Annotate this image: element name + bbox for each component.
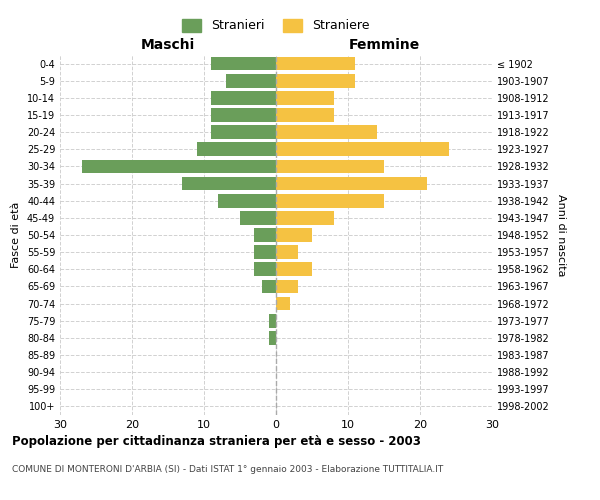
Bar xyxy=(197,142,276,156)
Y-axis label: Fasce di età: Fasce di età xyxy=(11,202,21,268)
Text: COMUNE DI MONTERONI D'ARBIA (SI) - Dati ISTAT 1° gennaio 2003 - Elaborazione TUT: COMUNE DI MONTERONI D'ARBIA (SI) - Dati … xyxy=(12,465,443,474)
Bar xyxy=(276,126,377,139)
Bar xyxy=(262,280,276,293)
Bar xyxy=(276,56,355,70)
Bar xyxy=(276,211,334,224)
Bar xyxy=(276,74,355,88)
Bar xyxy=(276,228,312,242)
Bar xyxy=(276,142,449,156)
Bar xyxy=(254,262,276,276)
Bar xyxy=(211,91,276,104)
Bar xyxy=(254,246,276,259)
Bar xyxy=(218,194,276,207)
Bar xyxy=(276,176,427,190)
Bar xyxy=(276,280,298,293)
Bar xyxy=(240,211,276,224)
Y-axis label: Anni di nascita: Anni di nascita xyxy=(556,194,566,276)
Bar xyxy=(276,246,298,259)
Bar xyxy=(226,74,276,88)
Bar xyxy=(211,108,276,122)
Bar xyxy=(276,194,384,207)
Bar xyxy=(211,126,276,139)
Text: Maschi: Maschi xyxy=(141,38,195,52)
Bar xyxy=(276,108,334,122)
Bar xyxy=(254,228,276,242)
Bar xyxy=(182,176,276,190)
Bar xyxy=(276,160,384,173)
Text: Femmine: Femmine xyxy=(349,38,419,52)
Bar xyxy=(269,314,276,328)
Bar xyxy=(276,262,312,276)
Bar xyxy=(276,91,334,104)
Text: Popolazione per cittadinanza straniera per età e sesso - 2003: Popolazione per cittadinanza straniera p… xyxy=(12,435,421,448)
Legend: Stranieri, Straniere: Stranieri, Straniere xyxy=(178,14,374,38)
Bar xyxy=(211,56,276,70)
Bar xyxy=(276,296,290,310)
Bar xyxy=(269,331,276,344)
Bar xyxy=(82,160,276,173)
